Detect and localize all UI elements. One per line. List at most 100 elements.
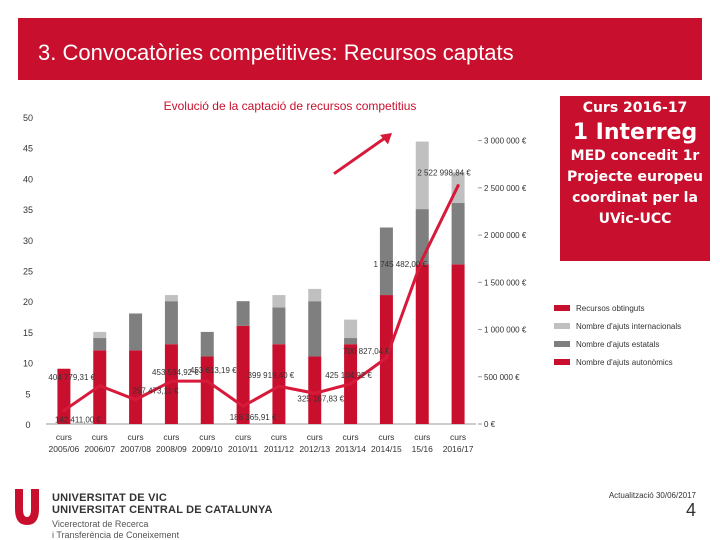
bar-autonomic: [200, 356, 214, 424]
money-point: [384, 356, 389, 360]
bar-autonomic: [308, 356, 322, 424]
bar-autonomic: [57, 368, 71, 424]
bar-state: [451, 202, 465, 265]
money-data-label: 257 473,11 €: [133, 387, 180, 396]
money-data-label: 425 104,92 €: [325, 371, 372, 380]
university-name-2: UNIVERSITAT CENTRAL DE CATALUNYA: [52, 504, 273, 516]
money-point: [313, 391, 317, 395]
category-label-bottom: 2011/12: [264, 444, 294, 454]
category-label-top: curs: [307, 432, 323, 442]
money-data-label: 2 522 998,84 €: [417, 169, 471, 178]
bar-international: [272, 295, 286, 308]
bar-autonomic: [129, 350, 143, 424]
legend-swatch: [554, 305, 570, 311]
legend-swatch: [554, 359, 570, 365]
growth-arrow: [333, 134, 389, 175]
category-label-bottom: 2012/13: [299, 444, 330, 454]
category-label-bottom: 2005/06: [49, 444, 80, 454]
bar-state: [308, 301, 322, 357]
right-tick-label: 2 000 000 €: [484, 231, 527, 240]
legend-label: Recursos obtinguts: [576, 304, 644, 313]
category-label-bottom: 2009/10: [192, 444, 223, 454]
category-label-top: curs: [56, 432, 72, 442]
category-label-bottom: 2010/11: [228, 444, 258, 454]
university-logo: [15, 489, 39, 525]
category-label-bottom: 2008/09: [156, 444, 187, 454]
legend-swatch: [554, 341, 570, 347]
money-point: [98, 384, 102, 388]
bar-state: [344, 338, 358, 345]
growth-arrow-head: [380, 133, 392, 145]
category-label-bottom: 2014/15: [371, 444, 402, 454]
category-label-top: curs: [450, 432, 466, 442]
legend-label: Nombre d'ajuts internacionals: [576, 322, 681, 331]
bar-state: [379, 227, 393, 296]
right-tick-label: 3 000 000 €: [484, 137, 527, 146]
money-data-label: 325 167,83 €: [297, 394, 344, 403]
page-number: 4: [685, 500, 696, 520]
money-data-label: 404 779,31 €: [48, 373, 95, 382]
left-tick-label: 10: [23, 359, 33, 369]
side-description: MED concedit 1r Projecte europeu coordin…: [567, 148, 703, 227]
money-point: [420, 257, 424, 261]
right-tick-label: 2 500 000 €: [484, 184, 527, 193]
bar-autonomic: [415, 264, 429, 424]
chart-title: Evolució de la captació de recursos comp…: [164, 99, 417, 113]
bar-state: [93, 338, 107, 351]
bar-state: [129, 313, 143, 351]
money-data-label: 700 827,04 €: [343, 347, 390, 356]
category-label-bottom: 15/16: [412, 444, 434, 454]
money-data-label: 1 745 482,00 €: [374, 260, 428, 269]
vicerectorat-line-2: i Transferència de Coneixement: [52, 530, 180, 540]
money-data-label: 188 365,91 €: [230, 413, 277, 422]
money-data-label: 399 919,40 €: [248, 371, 295, 380]
university-name-1: UNIVERSITAT DE VIC: [52, 492, 168, 504]
side-interreg: 1 Interreg: [572, 120, 698, 145]
left-tick-label: 40: [23, 174, 33, 184]
money-data-label: 142 411,00 €: [55, 416, 102, 425]
bar-international: [344, 319, 358, 339]
title-bar: [18, 18, 702, 80]
update-date: Actualització 30/06/2017: [608, 491, 696, 500]
legend-label: Nombre d'ajuts estatals: [576, 340, 659, 349]
right-tick-label: 0 €: [484, 420, 496, 429]
money-point: [348, 382, 353, 386]
side-highlight-box: Curs 2016-17 1 Interreg MED concedit 1r …: [560, 96, 710, 261]
money-point: [169, 379, 174, 383]
money-point: [205, 379, 209, 383]
category-label-bottom: 2016/17: [443, 444, 474, 454]
legend-label: Nombre d'ajuts autonòmics: [576, 358, 673, 367]
right-tick-label: 500 000 €: [484, 373, 520, 382]
category-label-top: curs: [163, 432, 179, 442]
left-tick-label: 25: [23, 267, 33, 277]
bar-autonomic: [451, 264, 465, 424]
category-label-bottom: 2006/07: [84, 444, 115, 454]
right-tick-label: 1 500 000 €: [484, 278, 527, 287]
right-tick-label: 1 000 000 €: [484, 326, 527, 335]
money-point: [241, 404, 245, 408]
left-tick-label: 0: [25, 420, 30, 430]
money-point: [456, 184, 460, 188]
money-point: [277, 384, 281, 388]
category-label-top: curs: [414, 432, 430, 442]
bar-international: [415, 141, 429, 210]
money-point: [133, 398, 138, 402]
bar-autonomic: [272, 344, 286, 424]
side-course: Curs 2016-17: [582, 100, 688, 116]
category-label-top: curs: [343, 432, 359, 442]
bar-international: [164, 295, 178, 302]
category-label-top: curs: [128, 432, 144, 442]
category-label-top: curs: [199, 432, 215, 442]
money-data-label: 453 594,92 €: [152, 368, 199, 377]
left-tick-label: 50: [23, 113, 33, 123]
category-label-top: curs: [378, 432, 394, 442]
recursos-chart: Evolució de la captació de recursos comp…: [23, 99, 681, 454]
left-tick-label: 30: [23, 236, 33, 246]
left-tick-label: 5: [25, 389, 30, 399]
money-line: [63, 185, 460, 412]
bar-state: [200, 331, 214, 357]
bar-state: [236, 301, 250, 326]
left-tick-label: 15: [23, 328, 33, 338]
slide-title: 3. Convocatòries competitives: Recursos …: [38, 40, 514, 65]
bar-autonomic: [164, 344, 178, 424]
